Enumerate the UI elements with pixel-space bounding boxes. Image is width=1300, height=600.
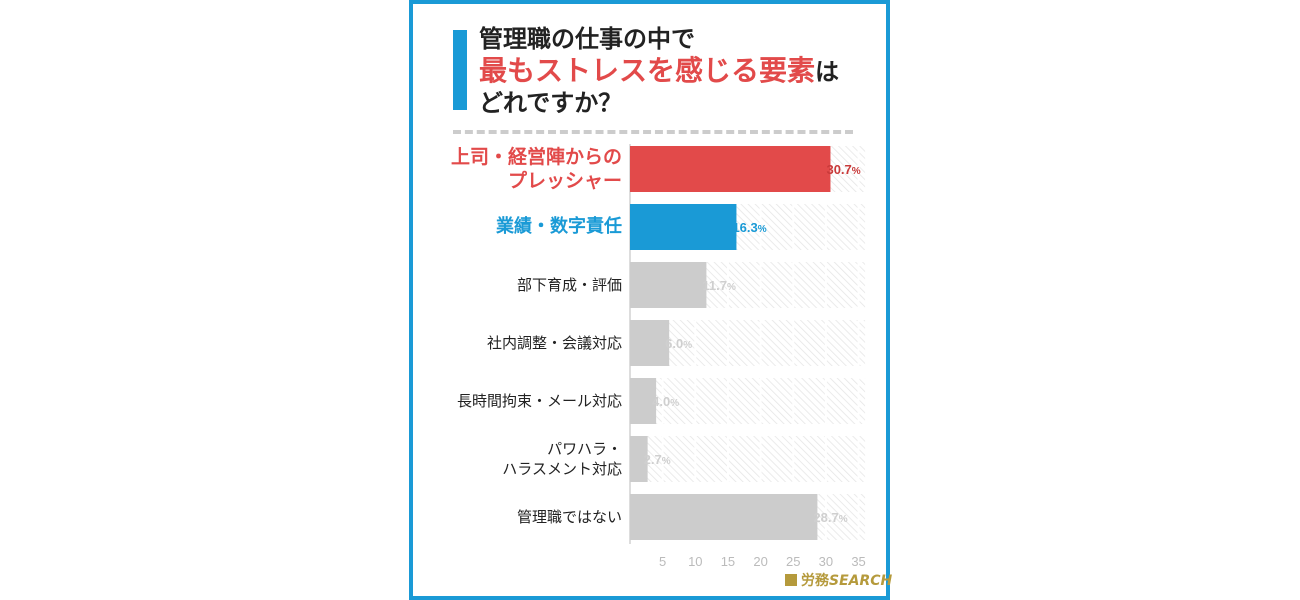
title-line-3: どれですか？ <box>479 89 623 117</box>
brand-logo: 労務SEARCH <box>785 570 892 590</box>
category-label: 長時間拘束・メール対応 <box>457 391 622 411</box>
bar-value-label: 2.7% <box>644 452 671 467</box>
x-tick-label: 5 <box>659 554 666 569</box>
dashed-divider <box>453 130 853 134</box>
chart-title: 管理職の仕事の中で 最もストレスを感じる要素は どれですか？ <box>479 24 839 119</box>
category-label-line: 部下育成・評価 <box>516 276 622 294</box>
bar <box>630 262 707 308</box>
x-tick-label: 30 <box>819 554 833 569</box>
title-accent-bar <box>453 30 467 110</box>
category-label: 社内調整・会議対応 <box>487 333 622 353</box>
category-label-line: プレッシャー <box>507 170 622 192</box>
bar <box>630 378 657 424</box>
bar <box>630 320 670 366</box>
logo-mark-icon <box>785 574 797 586</box>
category-label-line: 管理職ではない <box>516 508 622 526</box>
category-label: 業績・数字責任 <box>496 215 622 239</box>
logo-en: SEARCH <box>829 573 893 589</box>
x-tick-label: 25 <box>786 554 800 569</box>
x-tick-label: 15 <box>721 554 735 569</box>
category-label-line: 業績・数字責任 <box>496 216 622 237</box>
category-label-line: 社内調整・会議対応 <box>486 334 622 352</box>
bar <box>630 204 737 250</box>
bar-chart: 5 10 15 20 25 30 35 30.7% 16.3% 11.7% 6.0% 4.0% 2.7%… <box>629 144 866 569</box>
category-label-line: パワハラ・ <box>547 440 622 458</box>
category-label-line: 上司・経営陣からの <box>450 146 622 168</box>
category-label: 管理職ではない <box>517 507 622 527</box>
bar-value-label: 16.3% <box>732 220 766 235</box>
bar-value-label: 28.7% <box>813 510 847 525</box>
x-tick-label: 20 <box>753 554 767 569</box>
bar <box>630 436 648 482</box>
x-tick-label: 10 <box>688 554 702 569</box>
bar-value-label: 6.0% <box>665 336 692 351</box>
logo-jp: 労務 <box>801 573 829 589</box>
bar <box>630 146 831 192</box>
bar-value-label: 11.7% <box>702 278 736 293</box>
title-line-1: 管理職の仕事の中で <box>479 25 695 53</box>
title-line-2-suffix: は <box>815 58 840 86</box>
category-label-line: 長時間拘束・メール対応 <box>456 392 622 410</box>
title-line-2: 最もストレスを感じる要素は <box>479 55 839 88</box>
category-label-line: ハラスメント対応 <box>502 460 622 478</box>
title-line-2-highlight: 最もストレスを感じる要素 <box>479 54 816 87</box>
bar-value-label: 4.0% <box>652 394 679 409</box>
category-label: 上司・経営陣からの プレッシャー <box>451 145 622 193</box>
bar-value-label: 30.7% <box>826 162 860 177</box>
bar <box>630 494 818 540</box>
category-label: 部下育成・評価 <box>517 275 622 295</box>
infographic-card: 管理職の仕事の中で 最もストレスを感じる要素は どれですか？ 5 10 15 20 25… <box>409 0 892 600</box>
category-label: パワハラ・ハラスメント対応 <box>502 439 622 479</box>
x-tick-label: 35 <box>851 554 865 569</box>
